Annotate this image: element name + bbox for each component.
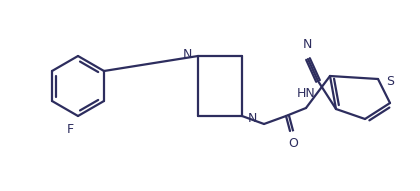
Text: F: F: [66, 123, 74, 136]
Text: HN: HN: [297, 87, 315, 100]
Text: N: N: [302, 38, 312, 51]
Text: O: O: [288, 137, 298, 150]
Text: S: S: [386, 74, 394, 87]
Text: N: N: [248, 112, 257, 125]
Text: N: N: [183, 48, 192, 61]
